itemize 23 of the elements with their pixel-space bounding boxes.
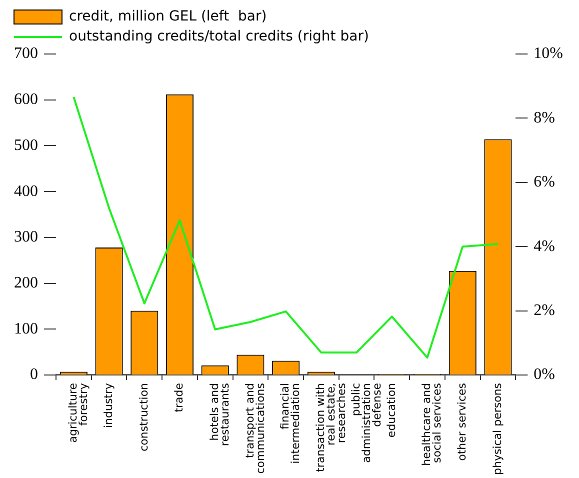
y2-tick-label: 4% — [534, 238, 555, 255]
legend-label: credit, million GEL (left bar) — [69, 8, 267, 25]
y-tick-label: 500 — [14, 136, 38, 154]
x-tick-label: industry — [102, 382, 115, 428]
x-tick-label: education — [384, 382, 398, 438]
legend-label: outstanding credits/total credits (right bar) — [69, 28, 369, 45]
x-tick-label: trade — [172, 382, 186, 412]
y-tick-label: 700 — [14, 45, 38, 62]
y2-tick-label: 10% — [534, 45, 563, 62]
y2-tick-label: 8% — [534, 109, 555, 126]
y-tick-label: 600 — [14, 91, 38, 108]
y2-tick-label: 0% — [534, 366, 555, 384]
x-tick-label: construction — [137, 382, 150, 452]
y-tick-label: 100 — [14, 320, 38, 338]
y-tick-label: 200 — [14, 274, 38, 292]
y-tick-label: 0 — [30, 366, 38, 384]
x-tick-label: agriculture forestry — [66, 382, 90, 443]
y2-tick-label: 2% — [534, 302, 555, 319]
x-tick-label: physical persons — [490, 382, 504, 476]
y2-tick-label: 6% — [534, 174, 555, 191]
y-tick-label: 400 — [14, 182, 38, 200]
y-tick-label: 300 — [14, 228, 38, 246]
x-tick-label: other services — [455, 382, 468, 461]
